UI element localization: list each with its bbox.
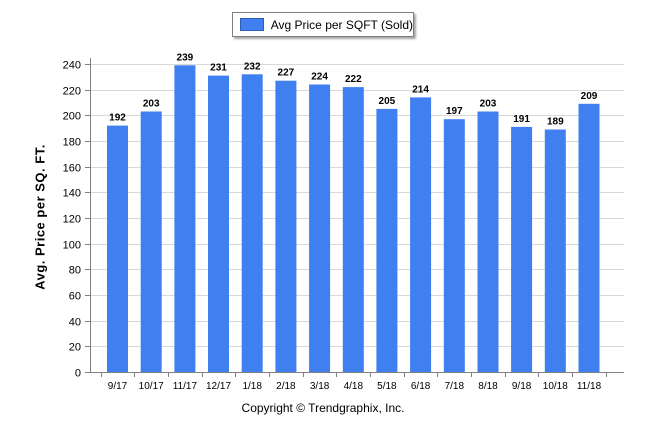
legend-swatch (240, 18, 264, 31)
data-label: 222 (345, 74, 362, 85)
bar (309, 84, 331, 372)
x-tick-label: 2/18 (276, 381, 296, 392)
bar (376, 108, 398, 373)
x-tick-label: 8/18 (478, 381, 498, 392)
data-label: 189 (547, 117, 564, 128)
x-tick-label: 11/18 (577, 381, 602, 392)
data-label: 192 (109, 113, 126, 124)
x-tick-label: 12/17 (206, 381, 231, 392)
y-tick-label: 60 (69, 291, 81, 303)
data-label: 209 (581, 91, 598, 102)
x-tick-label: 10/17 (139, 381, 164, 392)
x-tick-label: 4/18 (344, 381, 364, 392)
data-labels: 192 203 239 231 232 227 224 222 205 214 197 203 191 1… (109, 52, 598, 127)
bar (342, 87, 364, 372)
y-tick-label: 120 (63, 214, 81, 226)
axes: 0 20 40 60 80 100 120 140 160 180 200 220 240 9/17 10/… (63, 58, 624, 392)
data-label: 224 (311, 72, 328, 83)
data-label: 231 (210, 63, 227, 74)
y-tick-label: 20 (69, 342, 81, 354)
x-tick-label: 1/18 (242, 381, 262, 392)
data-label: 203 (480, 99, 497, 110)
data-label: 197 (446, 106, 463, 117)
x-tick-label: 5/18 (377, 381, 397, 392)
y-tick-label: 0 (75, 368, 81, 380)
y-tick-label: 40 (69, 317, 81, 329)
data-label: 203 (143, 99, 160, 110)
bar (511, 126, 533, 373)
x-tick-label: 6/18 (411, 381, 431, 392)
x-tick-label: 9/18 (512, 381, 532, 392)
y-tick-label: 140 (63, 188, 81, 200)
bar (174, 65, 196, 373)
bar (443, 119, 465, 372)
y-tick-label: 160 (63, 163, 81, 175)
y-tick-label: 200 (63, 111, 81, 123)
data-label: 214 (412, 84, 429, 95)
y-tick-label: 220 (63, 86, 81, 98)
x-tick-label: 10/18 (543, 381, 568, 392)
data-label: 232 (244, 61, 261, 72)
legend-label: Avg Price per SQFT (Sold) (270, 17, 413, 32)
bar (275, 80, 297, 372)
y-tick-label: 100 (63, 240, 81, 252)
data-label: 227 (278, 68, 295, 79)
bar (477, 111, 499, 372)
bar (140, 111, 162, 372)
x-tick-label: 11/17 (173, 381, 198, 392)
bar (410, 97, 432, 373)
x-tick-label: 7/18 (445, 381, 465, 392)
bar (107, 125, 128, 372)
bar (544, 129, 566, 372)
y-tick-label: 180 (63, 137, 81, 149)
bar (578, 103, 600, 373)
y-tick-label: 240 (63, 60, 81, 72)
bar (208, 75, 229, 372)
data-label: 205 (379, 96, 396, 107)
x-tick-label: 9/17 (108, 381, 128, 392)
x-tick-label: 3/18 (310, 381, 330, 392)
y-tick-label: 80 (69, 265, 81, 277)
data-label: 191 (513, 114, 530, 125)
bar (241, 74, 263, 373)
data-label: 239 (177, 52, 194, 63)
bars (107, 65, 600, 373)
legend: Avg Price per SQFT (Sold) (232, 12, 414, 37)
copyright-text: Copyright © Trendgraphix, Inc. (241, 401, 405, 415)
